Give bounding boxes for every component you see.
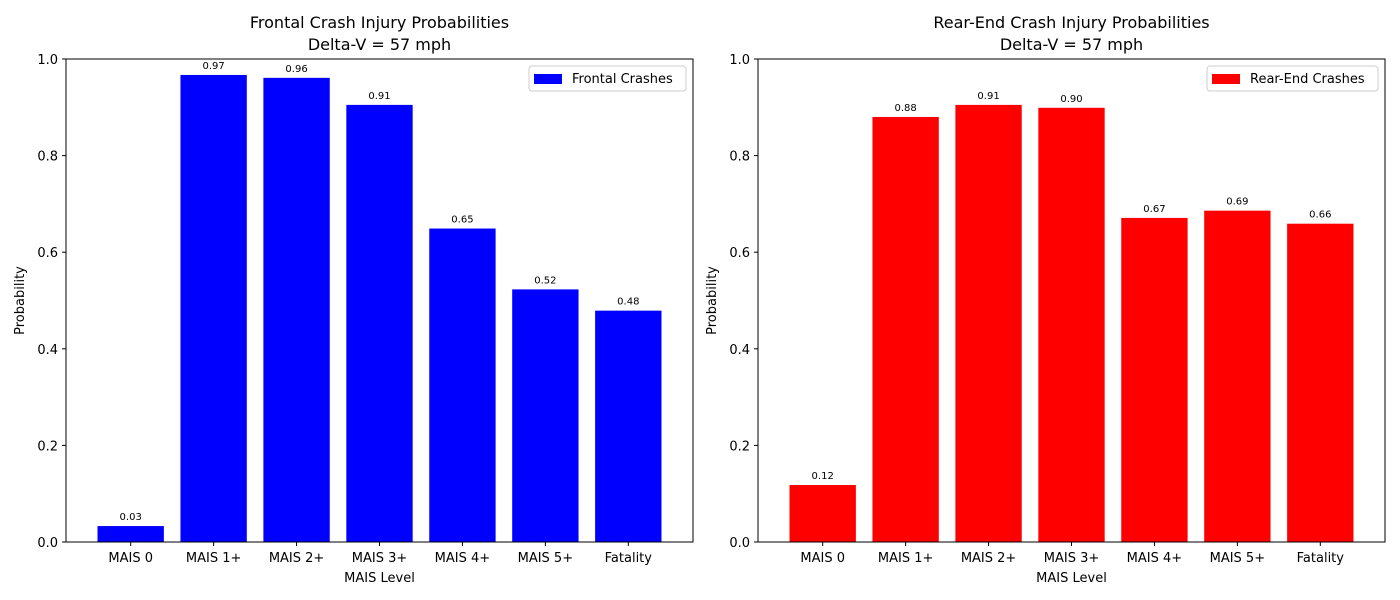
chart-title-line-1: Rear-End Crash Injury Probabilities — [933, 13, 1209, 32]
x-tick-label: MAIS 0 — [800, 551, 845, 566]
bar-mais-0 — [789, 485, 856, 542]
bar-mais-3- — [1038, 107, 1105, 543]
x-axis-label: MAIS Level — [344, 571, 415, 586]
y-tick-label: 0.0 — [729, 536, 750, 551]
data-label: 0.48 — [617, 297, 639, 308]
y-tick-label: 0.4 — [37, 343, 58, 358]
bar-mais-1- — [180, 74, 247, 543]
x-axis-label: MAIS Level — [1036, 571, 1107, 586]
bar-mais-5- — [1204, 210, 1271, 543]
x-tick-label: MAIS 2+ — [961, 551, 1017, 566]
chart-title-line-2: Delta-V = 57 mph — [1000, 35, 1143, 54]
x-tick-label: Fatality — [1297, 551, 1345, 566]
bar-mais-3- — [346, 104, 413, 542]
legend-swatch — [534, 74, 562, 84]
bar-mais-4- — [429, 228, 496, 542]
x-tick-label: MAIS 3+ — [352, 551, 408, 566]
x-tick-label: MAIS 1+ — [878, 551, 934, 566]
data-label: 0.91 — [368, 91, 390, 102]
bar-mais-2- — [955, 104, 1022, 542]
y-tick-label: 0.8 — [729, 150, 750, 165]
bar-mais-5- — [512, 289, 579, 542]
data-label: 0.96 — [285, 64, 307, 75]
x-tick-label: MAIS 2+ — [269, 551, 325, 566]
legend: Frontal Crashes — [528, 65, 687, 92]
y-tick-label: 0.6 — [37, 246, 58, 261]
bar-mais-2- — [263, 77, 330, 542]
bar-fatality — [1287, 223, 1354, 542]
data-label: 0.12 — [812, 471, 834, 482]
legend-label: Rear-End Crashes — [1250, 72, 1365, 87]
y-tick-label: 1.0 — [729, 53, 750, 68]
x-tick-label: MAIS 0 — [108, 551, 153, 566]
y-tick-label: 0.4 — [729, 343, 750, 358]
chart-panel-1: Frontal Crash Injury Probabilities Delta-… — [13, 13, 694, 586]
data-label: 0.97 — [202, 61, 224, 72]
y-tick-label: 1.0 — [37, 53, 58, 68]
data-label: 0.03 — [120, 512, 142, 523]
chart-title-line-1: Frontal Crash Injury Probabilities — [250, 13, 509, 32]
x-tick-label: MAIS 5+ — [518, 551, 574, 566]
data-label: 0.66 — [1309, 210, 1331, 221]
x-tick-label: MAIS 4+ — [435, 551, 491, 566]
y-axis-label: Probability — [13, 266, 28, 335]
x-tick-label: MAIS 4+ — [1127, 551, 1183, 566]
y-tick-label: 0.8 — [37, 150, 58, 165]
y-tick-label: 0.2 — [37, 439, 58, 454]
data-label: 0.52 — [534, 275, 556, 286]
x-tick-label: MAIS 5+ — [1210, 551, 1266, 566]
bar-fatality — [595, 310, 662, 542]
bar-mais-1- — [872, 116, 939, 543]
chart-panel-2: Rear-End Crash Injury Probabilities Delta… — [705, 13, 1386, 586]
x-tick-label: MAIS 3+ — [1044, 551, 1100, 566]
data-label: 0.65 — [451, 215, 473, 226]
legend: Rear-End Crashes — [1206, 65, 1379, 92]
data-label: 0.88 — [894, 103, 916, 114]
y-axis-label: Probability — [705, 266, 720, 335]
bar-mais-4- — [1121, 217, 1188, 543]
x-tick-label: Fatality — [605, 551, 653, 566]
bar-mais-0 — [97, 526, 164, 542]
legend-box — [528, 65, 687, 92]
x-tick-label: MAIS 1+ — [186, 551, 242, 566]
y-tick-label: 0.0 — [37, 536, 58, 551]
legend-box — [1206, 65, 1379, 92]
y-tick-label: 0.6 — [729, 246, 750, 261]
y-tick-label: 0.2 — [729, 439, 750, 454]
data-label: 0.90 — [1060, 94, 1082, 105]
data-label: 0.91 — [977, 91, 999, 102]
chart-title-line-2: Delta-V = 57 mph — [308, 35, 451, 54]
legend-swatch — [1212, 74, 1240, 84]
legend-label: Frontal Crashes — [572, 72, 673, 87]
data-label: 0.69 — [1226, 197, 1248, 208]
data-label: 0.67 — [1143, 204, 1165, 215]
